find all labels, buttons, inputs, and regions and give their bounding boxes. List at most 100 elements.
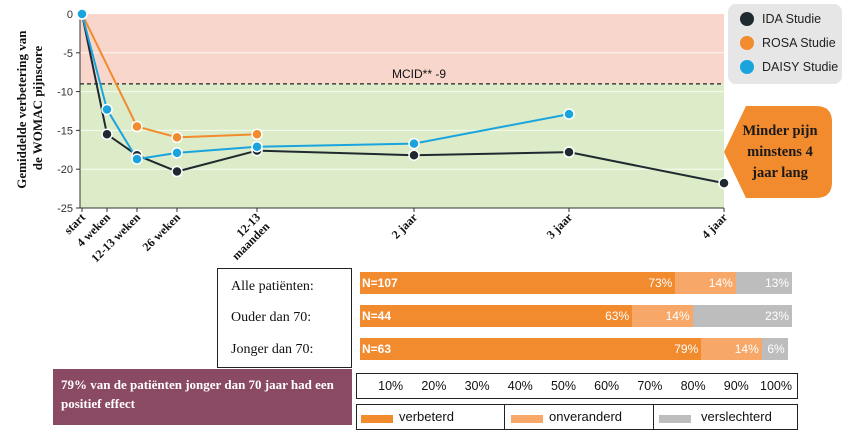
legend-swatch-ida — [740, 12, 754, 26]
bar-legend-divider — [504, 405, 505, 429]
x-tick-label: 3 jaar — [544, 210, 576, 242]
percent-axis: 10% 20% 30% 40% 50% 60% 70% 80% 90% 100% — [356, 373, 798, 399]
y-tick-label: -20 — [57, 164, 73, 176]
x-tick-label-line: 4 jaar — [699, 210, 731, 242]
callout-shape — [724, 106, 832, 198]
callout-text: Minder pijn minstens 4 jaar lang — [730, 121, 830, 184]
bar-segment-worse — [692, 305, 792, 327]
data-point-ida — [718, 177, 730, 189]
callout-line-1: Minder pijn — [742, 123, 818, 139]
bar-segment-unchanged — [701, 338, 762, 360]
x-tick-label: 2 jaar — [389, 210, 421, 242]
percent-tick-label: 60% — [594, 379, 620, 393]
y-tick-label: -10 — [57, 87, 73, 99]
legend-label-rosa: ROSA Studie — [762, 36, 836, 50]
callout-line-3: jaar lang — [752, 165, 808, 181]
x-tick-label-line: 3 jaar — [544, 210, 576, 242]
legend-swatch-rosa — [740, 36, 754, 50]
series-line-ida — [81, 13, 725, 185]
x-tick-label: 4 jaar — [699, 210, 731, 242]
data-point-daisy — [76, 8, 88, 20]
data-point-daisy — [131, 153, 143, 165]
patient-groups-box: Alle patiënten: Ouder dan 70: Jonger dan… — [217, 268, 352, 368]
above-mcid-zone — [80, 14, 724, 84]
mcid-label: MCID** -9 — [392, 67, 446, 81]
bar-value-label: 79% — [674, 342, 699, 356]
percent-tick-label: 30% — [464, 379, 490, 393]
data-point-rosa — [251, 128, 263, 141]
stacked-bar: 79% 14% 6% N=63 — [356, 338, 796, 360]
data-point-ida — [171, 165, 183, 178]
group-label-all: Alle patiënten: — [231, 279, 314, 294]
bar-legend-label-improved: verbeterd — [399, 409, 454, 424]
bar-legend-divider — [653, 405, 654, 429]
stacked-bar: 73% 14% 13% N=107 — [356, 272, 796, 294]
bar-n-label: N=44 — [362, 309, 392, 323]
below-mcid-zone — [80, 83, 724, 208]
y-axis-label-line1: Gemiddelde verbetering van — [14, 30, 29, 189]
percent-tick-label: 40% — [507, 379, 533, 393]
bar-segment-improved — [360, 338, 702, 360]
group-label-younger: Jonger dan 70: — [231, 342, 314, 357]
data-point-ida — [563, 146, 575, 158]
percent-tick-label: 50% — [550, 379, 576, 393]
percent-tick-label: 80% — [680, 379, 706, 393]
bar-value-label: 23% — [764, 309, 789, 323]
data-point-daisy — [408, 137, 420, 150]
percent-tick-label: 70% — [637, 379, 663, 393]
bar-segment-unchanged — [675, 272, 736, 294]
percent-tick-label: 100% — [760, 379, 792, 393]
bar-value-label: 63% — [605, 309, 630, 323]
y-tick-label: -15 — [57, 125, 73, 137]
legend-label-ida: IDA Studie — [762, 12, 822, 26]
percent-tick-label: 20% — [421, 379, 447, 393]
bar-n-label: N=63 — [362, 342, 392, 356]
data-point-rosa — [131, 120, 143, 133]
percent-tick-label: 90% — [723, 379, 749, 393]
bar-segment-unchanged — [632, 305, 693, 327]
legend-swatch-daisy — [740, 60, 754, 74]
bar-value-label: 14% — [665, 309, 690, 323]
bar-value-label: 73% — [648, 276, 673, 290]
y-tick-label: -5 — [63, 48, 73, 60]
percent-tick-label: 10% — [378, 379, 404, 393]
x-tick-label-line: 26 weken — [140, 210, 184, 254]
bar-value-label: 6% — [767, 342, 785, 356]
bar-segment-improved — [360, 272, 676, 294]
bar-value-label: 14% — [708, 276, 733, 290]
bar-legend-swatch-improved — [361, 415, 393, 423]
legend-item-ida: IDA Studie — [740, 10, 821, 28]
callout-line-2: minstens 4 — [747, 144, 813, 160]
y-tick-label: -25 — [57, 203, 73, 215]
data-point-ida — [408, 149, 420, 161]
bar-segment-worse — [735, 272, 792, 294]
bar-value-label: 13% — [764, 276, 789, 290]
group-label-older: Ouder dan 70: — [231, 310, 312, 325]
data-point-daisy — [563, 108, 575, 120]
legend-item-daisy: DAISY Studie — [740, 58, 838, 76]
data-point-daisy — [251, 140, 263, 153]
bar-n-label: N=107 — [362, 276, 398, 290]
bar-segment-improved — [360, 305, 633, 327]
legend-label-daisy: DAISY Studie — [762, 60, 839, 74]
x-tick-label: 26 weken — [140, 210, 184, 254]
bar-legend-label-unchanged: onveranderd — [549, 409, 622, 424]
y-axis-label-line2: de WOMAC pijnscore — [30, 46, 45, 171]
bar-value-label: 14% — [734, 342, 759, 356]
series-line-rosa — [81, 13, 258, 139]
legend-item-rosa: ROSA Studie — [740, 34, 836, 52]
callout-badge: Minder pijn minstens 4 jaar lang — [724, 106, 832, 198]
bar-legend-swatch-worse — [659, 415, 691, 423]
bar-legend-swatch-unchanged — [511, 415, 543, 423]
line-chart-legend: IDA Studie ROSA Studie DAISY Studie — [728, 4, 842, 84]
x-tick-label-line: 2 jaar — [389, 210, 421, 242]
conclusion-box: 79% van de patiënten jonger dan 70 jaar … — [53, 369, 352, 425]
x-tick-label: 12-13maanden — [220, 210, 273, 263]
bar-legend: verbeterd onveranderd verslechterd — [356, 404, 798, 430]
data-point-rosa — [171, 131, 183, 144]
data-point-daisy — [101, 103, 113, 116]
data-point-daisy — [171, 147, 183, 159]
data-point-ida — [101, 128, 113, 141]
y-tick-label: 0 — [67, 9, 73, 21]
